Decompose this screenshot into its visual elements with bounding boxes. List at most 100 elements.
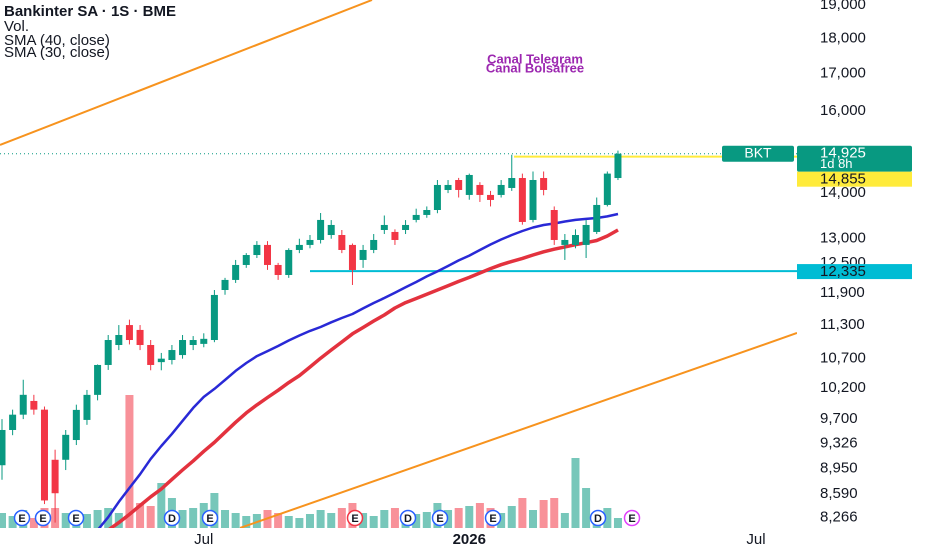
candle-body [529,179,537,220]
volume-bar [221,510,230,528]
y-tick-label: 16,000 [820,102,866,119]
volume-bar [82,514,91,528]
candle-body [210,294,218,341]
volume-bar [613,518,622,528]
volume-bar [189,508,198,528]
candle-body [603,173,611,205]
volume-bar [475,503,484,528]
x-tick-label: 2026 [453,531,486,548]
y-tick-label: 9,700 [820,410,858,427]
candle-body [295,244,303,250]
candle-body [518,178,526,222]
level-box [797,171,912,187]
level-box [797,264,912,280]
candle-body [359,249,367,260]
volume-bar [61,513,70,528]
candle-body [508,178,516,188]
y-tick-label: 11,900 [820,284,865,301]
candle-body [264,244,271,265]
legend-sma: SMA (30, close) [4,44,110,61]
volume-bar [136,503,145,528]
y-tick-label: 19,000 [820,0,866,13]
candle-body [593,204,601,232]
volume-bar [29,518,38,528]
candle-body [147,345,155,365]
candle-body [327,224,335,236]
event-marker [589,509,607,527]
annotation: Canal Telegram [487,51,583,66]
event-label: E [489,513,496,525]
candle-body [168,350,176,360]
volume-bar [8,516,17,528]
candle-body [614,153,622,179]
volume-bar [274,513,283,528]
y-tick-label: 18,000 [820,29,866,46]
volume-bar [210,493,219,528]
trend-line [239,332,797,528]
event-marker [67,509,85,527]
annotation: Canal Bolsafree [486,60,584,75]
candle-body [232,264,240,280]
event-label: E [206,513,213,525]
candle-body [189,340,197,346]
candle-body [550,209,558,240]
event-marker [163,509,181,527]
volume-bar [146,506,155,528]
volume-bar [327,513,336,528]
event-label: D [594,513,602,525]
volume-bar [252,514,261,528]
y-tick-label: 8,950 [820,460,858,477]
y-tick-label: 10,200 [820,379,866,396]
candle-body [94,364,102,395]
candle-body [348,244,356,270]
candle-body [125,325,133,341]
event-marker [484,509,502,527]
candle-body [338,235,346,250]
candle-body [9,414,17,430]
volume-bar [422,512,431,528]
candle-body [83,394,91,420]
candle-body [561,239,569,245]
level-label: 12,335 [820,263,866,280]
candle-body [72,409,80,441]
legend: Bankinter SA · 1S · BME Vol. SMA (40, cl… [4,3,176,61]
candle-body [582,224,590,245]
event-marker [346,509,364,527]
candle-body [370,239,378,250]
candle-body [30,400,38,410]
last-price-box [797,145,912,172]
y-tick-label: 8,266 [820,509,858,526]
candle-body [0,429,6,466]
volume-bar [316,510,325,528]
volume-bar [603,508,612,528]
event-label: D [404,513,412,525]
candle-body [465,174,473,195]
candle-body [540,178,548,190]
volume-bar [560,513,569,528]
volume-bar [550,498,559,528]
y-tick-label: 10,700 [820,350,866,367]
event-label: E [351,513,358,525]
event-marker [34,509,52,527]
event-label: E [436,513,443,525]
y-tick-label: 14,000 [820,184,866,201]
event-marker [399,509,417,527]
candle-body [487,194,495,200]
volume-bar [454,508,463,528]
volume-bar [369,516,378,528]
level-label: 14,855 [820,171,866,188]
volume-bar [231,513,240,528]
candle-body [306,239,314,245]
candle-body [476,184,484,195]
y-tick-label: 11,300 [820,316,865,333]
candle-body [157,358,165,363]
candle-body [423,209,431,215]
candle-body [402,224,410,230]
volume-bar [93,510,102,528]
event-label: E [72,513,79,525]
chart-title: Bankinter SA · 1S · BME [4,3,176,20]
candle-body [455,179,463,190]
